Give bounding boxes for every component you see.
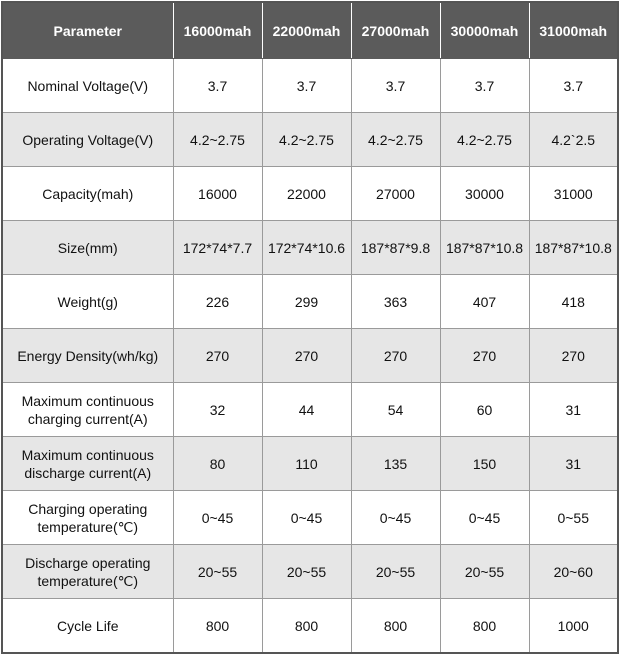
header-cell: 27000mah bbox=[350, 1, 441, 59]
cell: 31000 bbox=[528, 166, 619, 221]
cell: 226 bbox=[172, 274, 263, 329]
cell: 0~45 bbox=[350, 490, 441, 545]
table-row: Energy Density(wh/kg) 270 270 270 270 270 bbox=[1, 328, 619, 383]
cell: 20~55 bbox=[350, 544, 441, 599]
cell: 60 bbox=[439, 382, 530, 437]
table-row: Weight(g) 226 299 363 407 418 bbox=[1, 274, 619, 329]
table-row: Cycle Life 800 800 800 800 1000 bbox=[1, 598, 619, 654]
cell: 4.2~2.75 bbox=[350, 112, 441, 167]
cell: 270 bbox=[261, 328, 352, 383]
cell: 22000 bbox=[261, 166, 352, 221]
header-cell: Parameter bbox=[1, 1, 174, 59]
header-cell: 31000mah bbox=[528, 1, 619, 59]
cell: 3.7 bbox=[528, 58, 619, 113]
cell: 16000 bbox=[172, 166, 263, 221]
cell: 20~55 bbox=[172, 544, 263, 599]
row-label: Nominal Voltage(V) bbox=[1, 58, 174, 113]
cell: 270 bbox=[439, 328, 530, 383]
cell: 800 bbox=[350, 598, 441, 654]
cell: 270 bbox=[528, 328, 619, 383]
cell: 4.2~2.75 bbox=[439, 112, 530, 167]
header-cell: 30000mah bbox=[439, 1, 530, 59]
cell: 31 bbox=[528, 382, 619, 437]
cell: 172*74*7.7 bbox=[172, 220, 263, 275]
row-label: Maximum continuous discharge current(A) bbox=[1, 436, 174, 491]
cell: 187*87*10.8 bbox=[439, 220, 530, 275]
table-row: Discharge operating temperature(℃) 20~55 2… bbox=[1, 544, 619, 599]
table-body: Nominal Voltage(V) 3.7 3.7 3.7 3.7 3.7 Operati… bbox=[1, 58, 619, 654]
spec-table: Parameter 16000mah 22000mah 27000mah 30000ma… bbox=[1, 1, 619, 654]
header-cell: 22000mah bbox=[261, 1, 352, 59]
cell: 270 bbox=[172, 328, 263, 383]
cell: 3.7 bbox=[172, 58, 263, 113]
cell: 1000 bbox=[528, 598, 619, 654]
cell: 800 bbox=[261, 598, 352, 654]
cell: 800 bbox=[172, 598, 263, 654]
row-label: Energy Density(wh/kg) bbox=[1, 328, 174, 383]
cell: 0~45 bbox=[439, 490, 530, 545]
cell: 407 bbox=[439, 274, 530, 329]
cell: 80 bbox=[172, 436, 263, 491]
table-row: Nominal Voltage(V) 3.7 3.7 3.7 3.7 3.7 bbox=[1, 58, 619, 113]
table-row: Size(mm) 172*74*7.7 172*74*10.6 187*87*9.8 1… bbox=[1, 220, 619, 275]
row-label: Capacity(mah) bbox=[1, 166, 174, 221]
row-label: Maximum continuous charging current(A) bbox=[1, 382, 174, 437]
cell: 187*87*10.8 bbox=[528, 220, 619, 275]
cell: 187*87*9.8 bbox=[350, 220, 441, 275]
cell: 20~55 bbox=[261, 544, 352, 599]
cell: 20~60 bbox=[528, 544, 619, 599]
table-row: Capacity(mah) 16000 22000 27000 30000 31000 bbox=[1, 166, 619, 221]
table-row: Operating Voltage(V) 4.2~2.75 4.2~2.75 4.2~… bbox=[1, 112, 619, 167]
cell: 31 bbox=[528, 436, 619, 491]
cell: 4.2~2.75 bbox=[261, 112, 352, 167]
row-label: Charging operating temperature(℃) bbox=[1, 490, 174, 545]
cell: 110 bbox=[261, 436, 352, 491]
cell: 418 bbox=[528, 274, 619, 329]
cell: 800 bbox=[439, 598, 530, 654]
cell: 299 bbox=[261, 274, 352, 329]
header-cell: 16000mah bbox=[172, 1, 263, 59]
row-label: Discharge operating temperature(℃) bbox=[1, 544, 174, 599]
cell: 0~45 bbox=[172, 490, 263, 545]
header-row: Parameter 16000mah 22000mah 27000mah 30000ma… bbox=[1, 1, 619, 59]
cell: 3.7 bbox=[261, 58, 352, 113]
row-label: Operating Voltage(V) bbox=[1, 112, 174, 167]
cell: 44 bbox=[261, 382, 352, 437]
cell: 54 bbox=[350, 382, 441, 437]
table-row: Charging operating temperature(℃) 0~45 0~4… bbox=[1, 490, 619, 545]
table-row: Maximum continuous discharge current(A) 8… bbox=[1, 436, 619, 491]
cell: 363 bbox=[350, 274, 441, 329]
cell: 3.7 bbox=[439, 58, 530, 113]
cell: 4.2~2.75 bbox=[172, 112, 263, 167]
cell: 32 bbox=[172, 382, 263, 437]
row-label: Weight(g) bbox=[1, 274, 174, 329]
row-label: Cycle Life bbox=[1, 598, 174, 654]
table-row: Maximum continuous charging current(A) 32… bbox=[1, 382, 619, 437]
row-label: Size(mm) bbox=[1, 220, 174, 275]
cell: 0~55 bbox=[528, 490, 619, 545]
cell: 4.2`2.5 bbox=[528, 112, 619, 167]
cell: 30000 bbox=[439, 166, 530, 221]
cell: 3.7 bbox=[350, 58, 441, 113]
cell: 135 bbox=[350, 436, 441, 491]
cell: 20~55 bbox=[439, 544, 530, 599]
cell: 172*74*10.6 bbox=[261, 220, 352, 275]
cell: 27000 bbox=[350, 166, 441, 221]
cell: 270 bbox=[350, 328, 441, 383]
cell: 0~45 bbox=[261, 490, 352, 545]
cell: 150 bbox=[439, 436, 530, 491]
